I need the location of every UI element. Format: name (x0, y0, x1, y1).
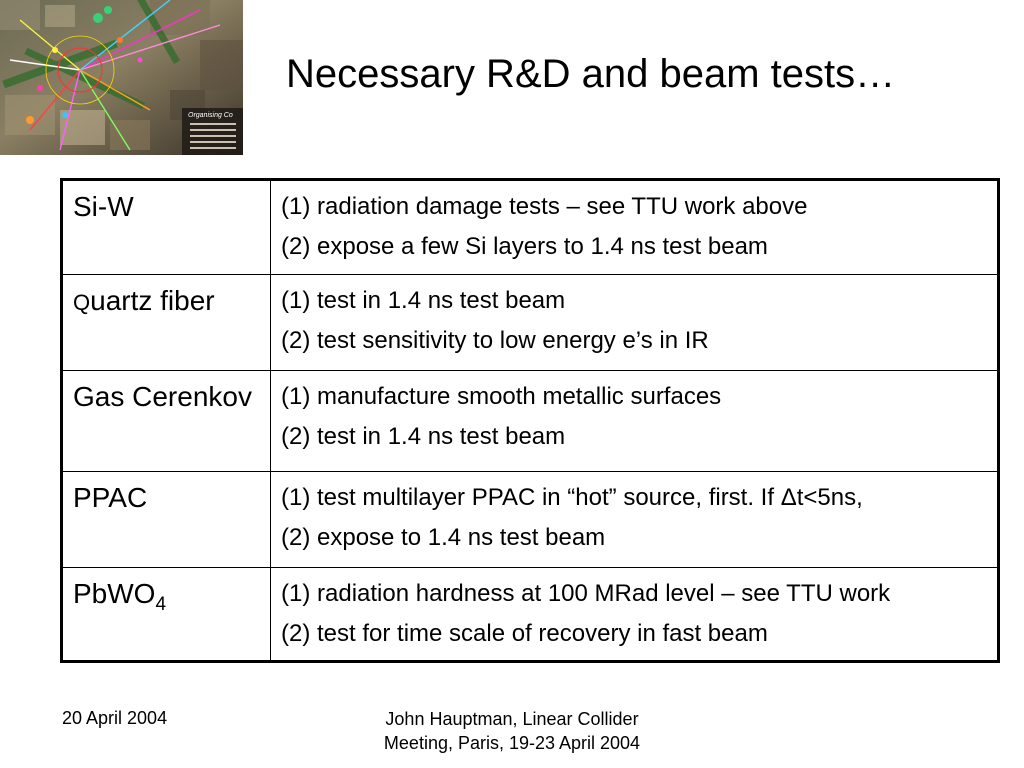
test-item: (1) radiation damage tests – see TTU wor… (281, 193, 808, 220)
table-row: PbWO4 (1) radiation hardness at 100 MRad… (61, 567, 999, 662)
test-item: (1) radiation hardness at 100 MRad level… (281, 580, 891, 607)
table-row: Si-W (1) radiation damage tests – see TT… (61, 179, 999, 275)
test-item: (2) test in 1.4 ns test beam (281, 423, 566, 450)
detector-label: Gas Cerenkov (61, 370, 271, 472)
test-item: (2) expose a few Si layers to 1.4 ns tes… (281, 233, 768, 260)
detector-label: Si-W (61, 179, 271, 275)
table-row: Gas Cerenkov (1) manufacture smooth meta… (61, 370, 999, 472)
tests-cell: (1) test multilayer PPAC in “hot” source… (270, 471, 999, 568)
test-item: (1) test multilayer PPAC in “hot” source… (281, 484, 863, 511)
table-row: PPAC (1) test multilayer PPAC in “hot” s… (61, 471, 999, 568)
test-item: (2) test for time scale of recovery in f… (281, 620, 768, 647)
footer-date: 20 April 2004 (62, 708, 168, 728)
test-item: (1) manufacture smooth metallic surfaces (281, 383, 722, 410)
organising-caption: Organising Co (188, 112, 233, 119)
tests-cell: (1) radiation hardness at 100 MRad level… (270, 567, 999, 662)
footer-author-line: John Hauptman, Linear Collider (385, 709, 639, 729)
conference-logo-image: Organising Co (0, 0, 243, 155)
detector-label-rest: uartz fiber (90, 285, 215, 316)
slide-title: Necessary R&D and beam tests… (286, 52, 896, 96)
table-row: Quartz fiber (1) test in 1.4 ns test bea… (61, 274, 999, 371)
test-item: (2) expose to 1.4 ns test beam (281, 524, 606, 551)
footer-author-line: Meeting, Paris, 19-23 April 2004 (383, 733, 641, 753)
tests-cell: (1) radiation damage tests – see TTU wor… (270, 179, 999, 275)
tests-cell: (1) test in 1.4 ns test beam (2) test se… (270, 274, 999, 371)
detector-label-subscript: 4 (155, 594, 167, 615)
detector-label: PbWO4 (61, 567, 271, 662)
detector-label: Quartz fiber (61, 274, 271, 371)
tests-cell: (1) manufacture smooth metallic surfaces… (270, 370, 999, 472)
test-item: (2) test sensitivity to low energy e’s i… (281, 327, 709, 354)
rd-table: Si-W (1) radiation damage tests – see TT… (60, 178, 1000, 663)
detector-label: PPAC (61, 471, 271, 568)
detector-label-base: PbWO (73, 578, 156, 609)
footer-author: John Hauptman, Linear Collider Meeting, … (332, 707, 692, 755)
test-item: (1) test in 1.4 ns test beam (281, 287, 566, 314)
detector-label-initial: Q (73, 290, 91, 315)
